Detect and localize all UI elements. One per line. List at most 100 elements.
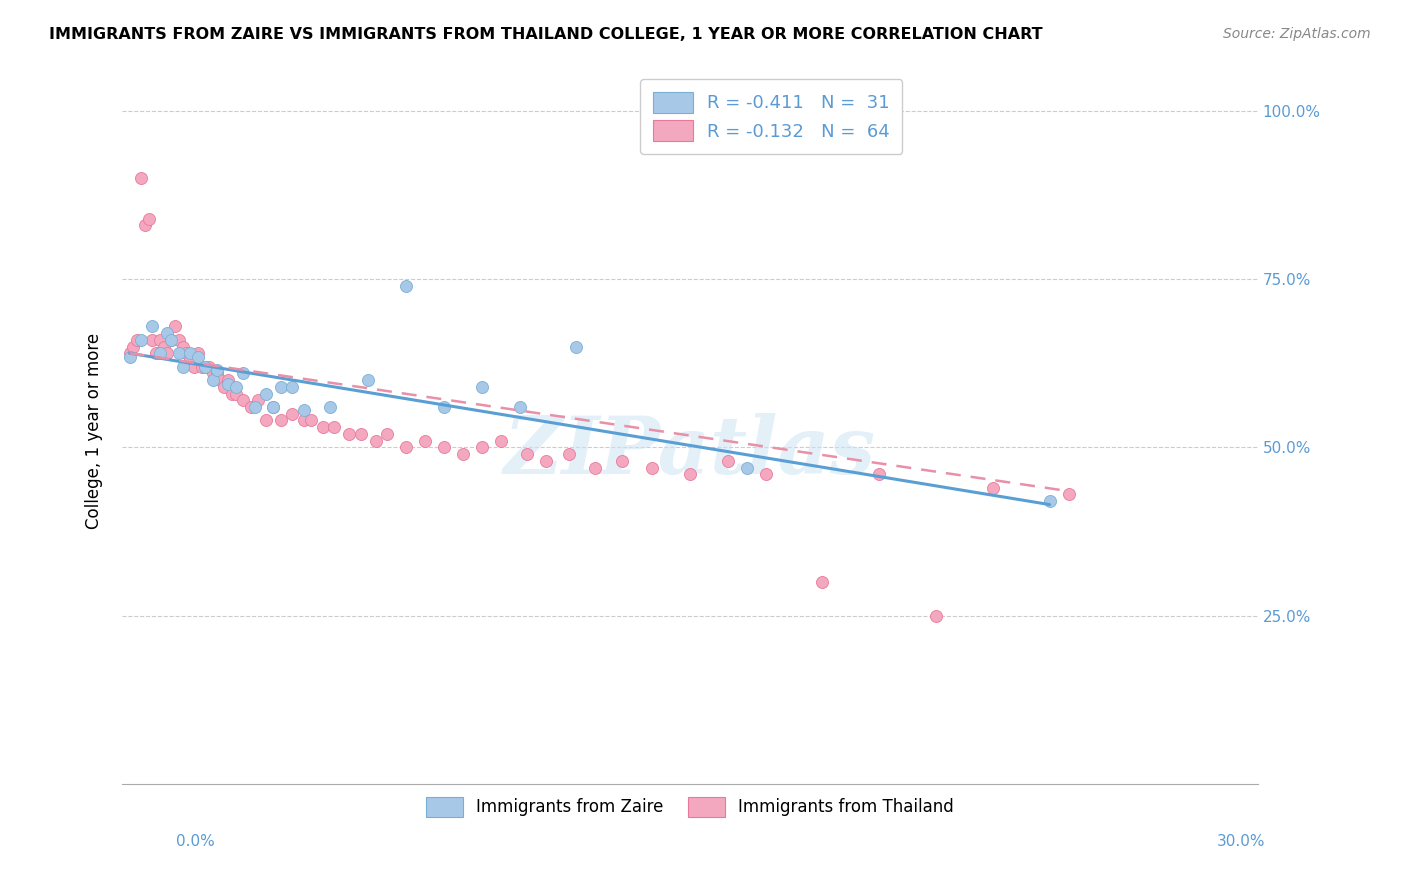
Point xyxy=(172,359,194,374)
Point xyxy=(270,413,292,427)
Point xyxy=(232,393,254,408)
Y-axis label: College, 1 year or more: College, 1 year or more xyxy=(86,333,103,529)
Point xyxy=(127,333,149,347)
Point xyxy=(433,441,456,455)
Point xyxy=(129,333,152,347)
Point xyxy=(232,367,254,381)
Point xyxy=(149,333,172,347)
Point xyxy=(214,380,236,394)
Point xyxy=(735,460,758,475)
Point xyxy=(187,350,209,364)
Point xyxy=(395,279,418,293)
Point xyxy=(755,467,778,482)
Point xyxy=(717,454,740,468)
Point xyxy=(217,373,239,387)
Point xyxy=(160,333,183,347)
Point xyxy=(610,454,633,468)
Point xyxy=(167,333,190,347)
Point xyxy=(565,339,588,353)
Text: ZIPatlas: ZIPatlas xyxy=(503,413,876,491)
Point xyxy=(281,407,304,421)
Point xyxy=(534,454,557,468)
Point xyxy=(172,339,194,353)
Point xyxy=(364,434,387,448)
Point xyxy=(451,447,474,461)
Legend: Immigrants from Zaire, Immigrants from Thailand: Immigrants from Zaire, Immigrants from T… xyxy=(418,789,962,825)
Point xyxy=(357,373,380,387)
Text: IMMIGRANTS FROM ZAIRE VS IMMIGRANTS FROM THAILAND COLLEGE, 1 YEAR OR MORE CORREL: IMMIGRANTS FROM ZAIRE VS IMMIGRANTS FROM… xyxy=(49,27,1043,42)
Point xyxy=(138,211,160,226)
Point xyxy=(509,400,531,414)
Point xyxy=(489,434,512,448)
Point xyxy=(187,346,209,360)
Point xyxy=(141,333,163,347)
Point xyxy=(413,434,436,448)
Point xyxy=(263,400,285,414)
Point xyxy=(471,441,494,455)
Point xyxy=(179,353,201,368)
Point xyxy=(981,481,1004,495)
Point xyxy=(323,420,346,434)
Point xyxy=(558,447,581,461)
Point xyxy=(292,403,315,417)
Point xyxy=(239,400,262,414)
Point xyxy=(254,413,277,427)
Point xyxy=(471,380,494,394)
Point xyxy=(205,363,228,377)
Text: Source: ZipAtlas.com: Source: ZipAtlas.com xyxy=(1223,27,1371,41)
Point xyxy=(176,346,198,360)
Point xyxy=(925,608,948,623)
Point xyxy=(281,380,304,394)
Point xyxy=(167,346,190,360)
Point xyxy=(868,467,890,482)
Point xyxy=(292,413,315,427)
Point xyxy=(156,346,179,360)
Point xyxy=(122,339,145,353)
Point xyxy=(205,367,228,381)
Point xyxy=(152,339,174,353)
Point xyxy=(337,426,360,441)
Point xyxy=(811,574,834,589)
Point xyxy=(129,171,152,186)
Point xyxy=(433,400,456,414)
Point xyxy=(270,380,292,394)
Point xyxy=(254,386,277,401)
Point xyxy=(179,346,201,360)
Point xyxy=(225,380,247,394)
Point xyxy=(225,386,247,401)
Point xyxy=(209,373,232,387)
Point xyxy=(149,346,172,360)
Point xyxy=(118,346,141,360)
Point xyxy=(165,319,187,334)
Point xyxy=(194,359,217,374)
Point xyxy=(201,373,224,387)
Point xyxy=(679,467,702,482)
Point xyxy=(312,420,335,434)
Point xyxy=(583,460,606,475)
Point xyxy=(1057,487,1080,501)
Point xyxy=(134,219,156,233)
Point xyxy=(375,426,398,441)
Point xyxy=(141,319,163,334)
Point xyxy=(349,426,371,441)
Point xyxy=(299,413,322,427)
Point xyxy=(183,359,205,374)
Text: 0.0%: 0.0% xyxy=(176,834,215,849)
Point xyxy=(319,400,342,414)
Text: 30.0%: 30.0% xyxy=(1218,834,1265,849)
Point xyxy=(217,376,239,391)
Point xyxy=(145,346,167,360)
Point xyxy=(1039,494,1062,508)
Point xyxy=(247,393,270,408)
Point xyxy=(190,359,212,374)
Point xyxy=(263,400,285,414)
Point xyxy=(198,359,221,374)
Point xyxy=(641,460,664,475)
Point xyxy=(118,350,141,364)
Point xyxy=(516,447,538,461)
Point xyxy=(395,441,418,455)
Point xyxy=(194,359,217,374)
Point xyxy=(243,400,266,414)
Point xyxy=(160,333,183,347)
Point xyxy=(221,386,243,401)
